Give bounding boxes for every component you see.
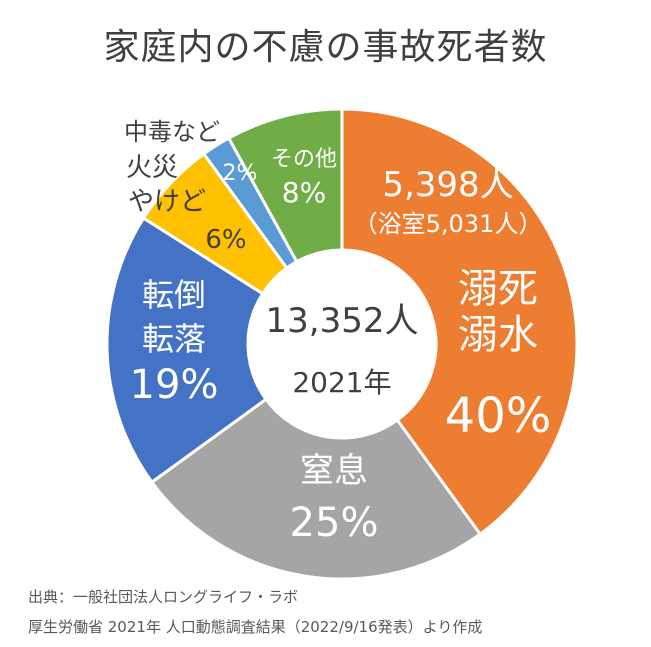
- slice-percent-poisoning: 2%: [223, 161, 258, 186]
- donut-hole: [248, 250, 436, 438]
- slice-choking: [149, 397, 483, 580]
- slice-percent-other: 8%: [282, 176, 326, 209]
- slice-note-drowning: 5,398人: [382, 165, 513, 205]
- center-total-label: 13,352人: [266, 301, 419, 341]
- slice-percent-drowning: 40%: [445, 388, 552, 444]
- slice-label-fire-burns: やけど: [128, 187, 206, 217]
- slice-label-falls: 転落: [142, 320, 206, 358]
- slice-percent-choking: 25%: [290, 500, 379, 546]
- source-line-1: 出典：一般社団法人ロングライフ・ラボ: [28, 588, 299, 606]
- slice-percent-falls: 19%: [130, 362, 219, 408]
- slice-label-other: その他: [271, 147, 337, 172]
- slice-label-fire-burns: 火災: [126, 153, 178, 183]
- slice-label-drowning: 溺水: [458, 312, 538, 358]
- slice-note-drowning: （浴室5,031人）: [354, 210, 543, 238]
- slice-falls: [105, 216, 269, 485]
- source-line-2: 厚生労働省 2021年 人口動態調査結果（2022/9/16発表）より作成: [28, 618, 483, 636]
- slice-label-poisoning: 中毒など: [124, 118, 220, 146]
- chart-title: 家庭内の不慮の事故死者数: [103, 27, 548, 68]
- slice-label-choking: 窒息: [300, 451, 368, 491]
- center-year-label: 2021年: [292, 366, 391, 399]
- slice-label-falls: 転倒: [142, 276, 206, 314]
- slice-label-drowning: 溺死: [458, 266, 538, 312]
- slice-percent-fire-burns: 6%: [205, 225, 246, 255]
